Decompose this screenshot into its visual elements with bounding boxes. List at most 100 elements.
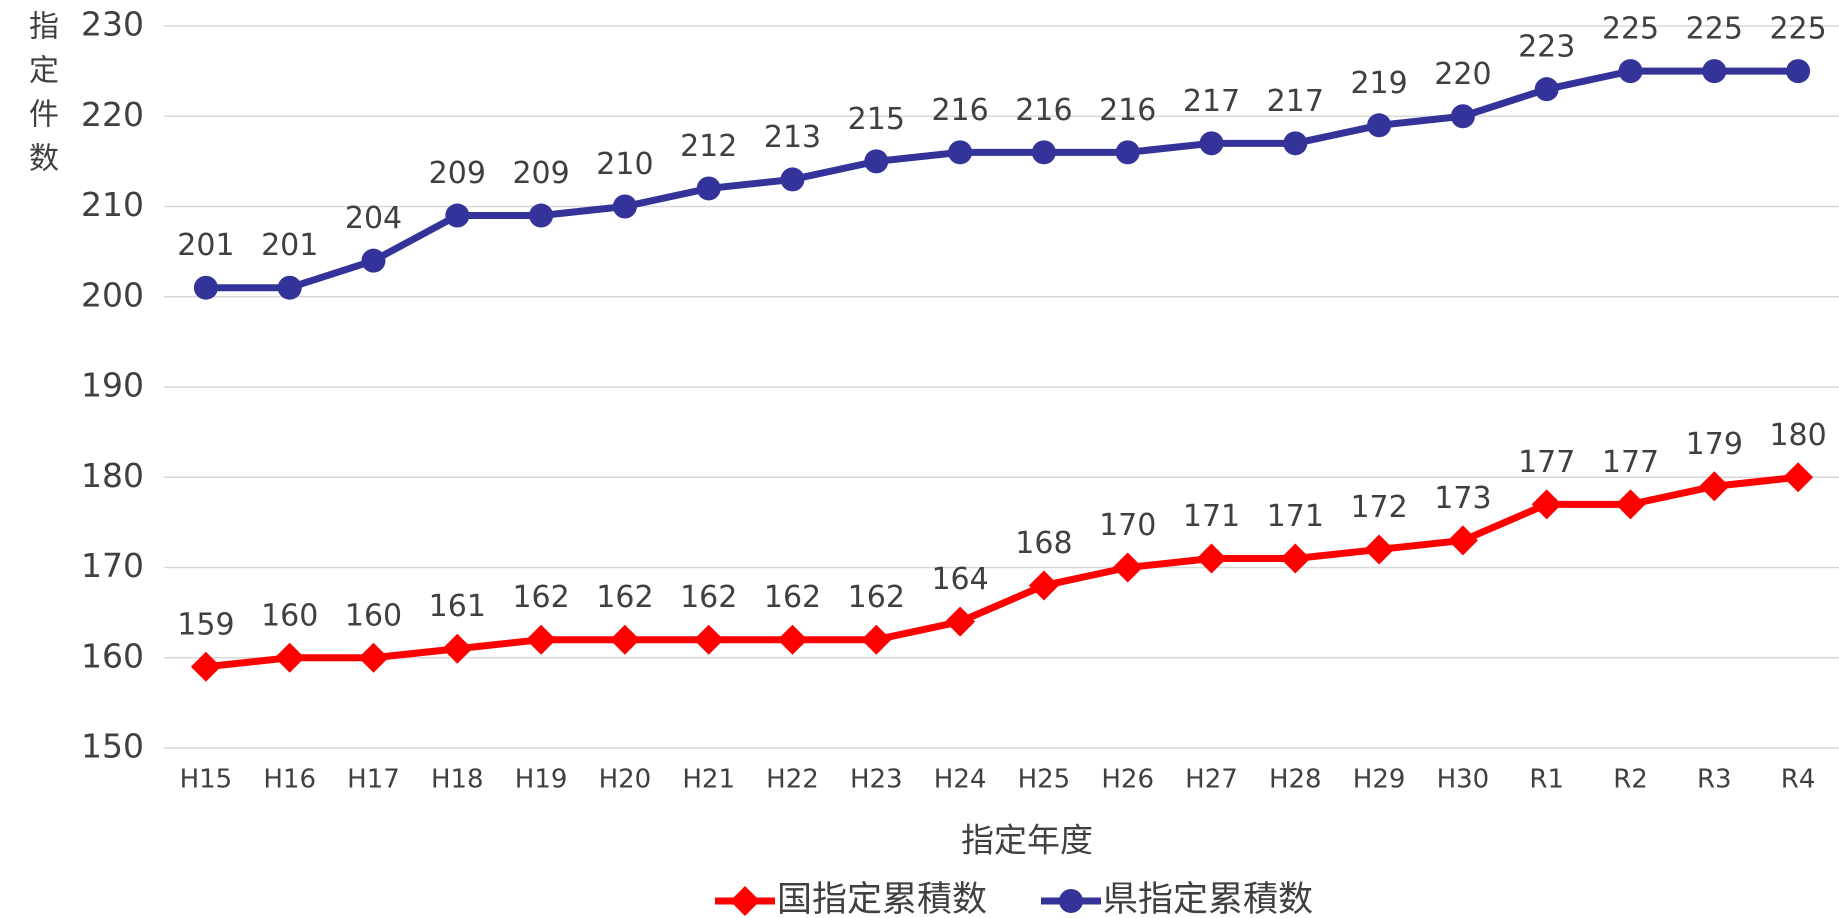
data-label: 215 [848, 102, 905, 137]
data-point [1367, 113, 1392, 138]
data-label: 223 [1518, 30, 1575, 65]
y-tick-label: 170 [81, 546, 144, 585]
x-tick-label: H21 [682, 765, 735, 795]
data-label: 180 [1769, 418, 1826, 453]
y-tick-label: 160 [81, 636, 144, 675]
data-label: 162 [596, 580, 653, 615]
x-tick-label: H30 [1437, 765, 1490, 795]
data-point [1615, 489, 1646, 520]
data-point [609, 624, 640, 655]
y-tick-label: 190 [81, 366, 144, 405]
data-label: 225 [1602, 12, 1659, 47]
data-point [948, 140, 973, 165]
data-label: 225 [1686, 12, 1743, 47]
data-label: 160 [261, 598, 318, 633]
data-point [864, 149, 889, 174]
y-tick-label: 180 [81, 456, 144, 495]
x-tick-label: H28 [1269, 765, 1322, 795]
x-tick-label: H15 [180, 765, 233, 795]
data-label: 216 [1015, 93, 1072, 128]
data-point [1618, 59, 1643, 84]
legend-label: 国指定累積数 [777, 880, 987, 918]
x-tick-label: H16 [263, 765, 316, 795]
data-label: 177 [1602, 445, 1659, 480]
data-point [1699, 471, 1730, 502]
data-label: 201 [177, 228, 234, 263]
data-label: 160 [345, 598, 402, 633]
data-label: 212 [680, 129, 737, 164]
data-point [1786, 59, 1811, 84]
data-point [1702, 59, 1727, 84]
data-label: 171 [1267, 499, 1324, 534]
x-tick-label: H29 [1353, 765, 1406, 795]
data-label: 216 [931, 93, 988, 128]
data-point [442, 633, 473, 664]
data-label: 209 [429, 156, 486, 191]
x-tick-label: H17 [347, 765, 400, 795]
data-point [696, 176, 721, 201]
data-point [945, 606, 976, 637]
data-label: 213 [764, 120, 821, 155]
data-label: 177 [1518, 445, 1575, 480]
x-tick-label: H27 [1185, 765, 1238, 795]
x-tick-label: H22 [766, 765, 819, 795]
x-tick-label: H19 [515, 765, 568, 795]
data-point [1447, 525, 1478, 556]
data-label: 171 [1183, 499, 1240, 534]
data-point [693, 624, 724, 655]
data-point [777, 624, 808, 655]
data-label: 217 [1183, 84, 1240, 119]
data-label: 220 [1434, 57, 1491, 92]
data-label: 179 [1686, 427, 1743, 462]
data-label: 210 [596, 147, 653, 182]
data-label: 162 [680, 580, 737, 615]
data-label: 204 [345, 201, 402, 236]
data-point [193, 275, 218, 300]
y-tick-label: 220 [81, 95, 144, 134]
data-label: 162 [764, 580, 821, 615]
data-label: 159 [177, 607, 234, 642]
data-point [1199, 131, 1224, 156]
data-point [1450, 104, 1475, 129]
y-tick-label: 210 [81, 185, 144, 224]
data-point [526, 624, 557, 655]
data-point [1364, 534, 1395, 565]
data-point [1534, 77, 1559, 102]
data-label: 164 [931, 562, 988, 597]
data-point [445, 203, 470, 228]
x-tick-label: H20 [599, 765, 652, 795]
data-point [1028, 570, 1059, 601]
data-point [277, 275, 302, 300]
data-point [1283, 131, 1308, 156]
x-tick-label: R2 [1613, 765, 1648, 795]
data-label: 173 [1434, 481, 1491, 516]
data-point [861, 624, 892, 655]
y-tick-label: 230 [81, 5, 144, 44]
data-point [358, 642, 389, 673]
legend-marker [730, 886, 760, 916]
series-line [205, 67, 1799, 292]
data-label: 172 [1350, 490, 1407, 525]
data-point [1031, 140, 1056, 165]
x-tick-label: R4 [1781, 765, 1816, 795]
data-label: 168 [1015, 526, 1072, 561]
data-point [780, 167, 805, 192]
data-point [529, 203, 554, 228]
data-label: 216 [1099, 93, 1156, 128]
x-axis-title: 指定年度 [961, 821, 1093, 860]
data-point [1115, 140, 1140, 165]
x-tick-label: R1 [1529, 765, 1564, 795]
data-point [1783, 462, 1814, 493]
data-label: 162 [512, 580, 569, 615]
data-point [274, 642, 305, 673]
data-point [1280, 543, 1311, 574]
data-label: 170 [1099, 508, 1156, 543]
data-label: 225 [1769, 12, 1826, 47]
data-label: 209 [512, 156, 569, 191]
data-label: 201 [261, 228, 318, 263]
data-label: 219 [1350, 66, 1407, 101]
data-point [1196, 543, 1227, 574]
y-tick-label: 200 [81, 275, 144, 314]
